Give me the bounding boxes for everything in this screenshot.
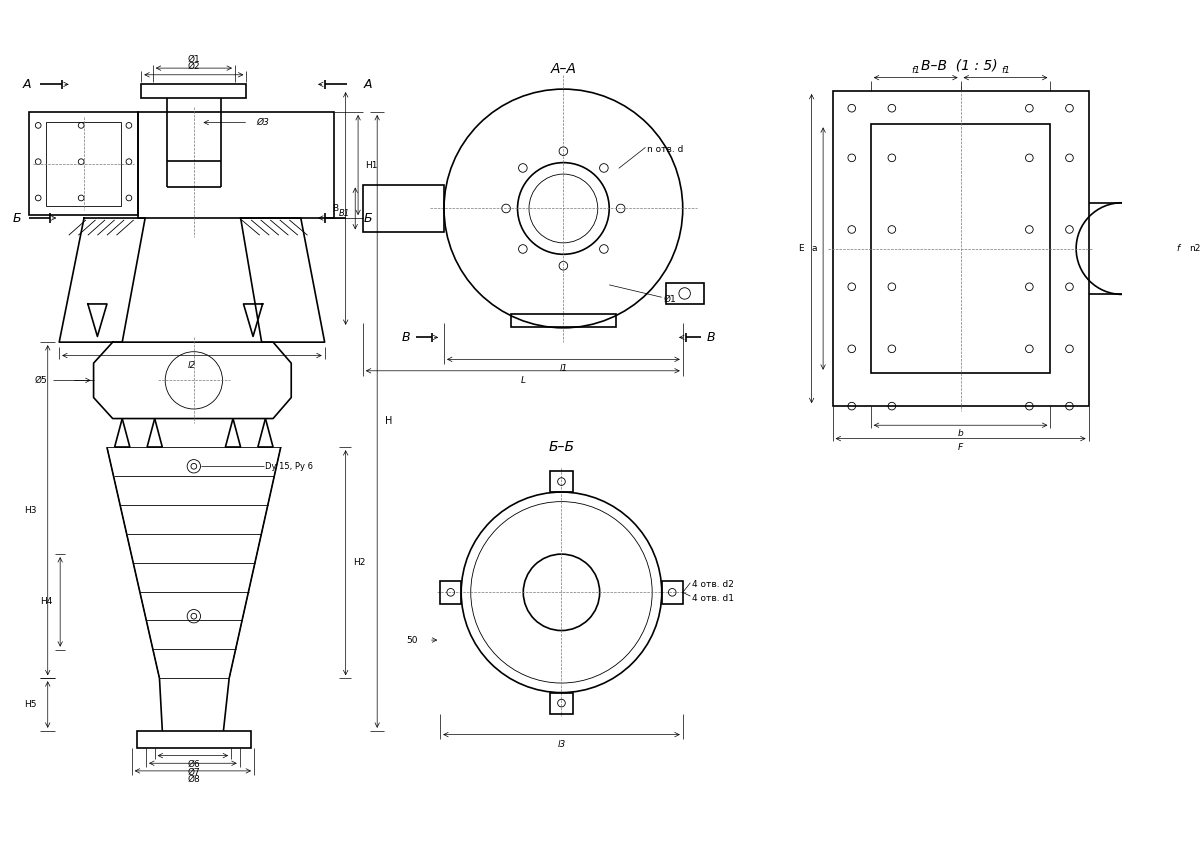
Text: В–В  (1 : 5): В–В (1 : 5) <box>922 58 998 72</box>
Text: F: F <box>958 443 964 452</box>
Text: Ø1: Ø1 <box>187 55 200 64</box>
Text: l1: l1 <box>559 365 568 373</box>
Text: Ø5: Ø5 <box>35 376 48 384</box>
Text: H4: H4 <box>40 598 53 606</box>
Text: Ø8: Ø8 <box>187 775 200 784</box>
Text: Ø2: Ø2 <box>187 62 200 71</box>
Text: А–А: А–А <box>551 62 576 76</box>
Text: n отв. d: n отв. d <box>648 144 684 154</box>
Text: B: B <box>402 331 410 344</box>
Text: H1: H1 <box>365 161 377 169</box>
Text: Ø1: Ø1 <box>664 295 677 304</box>
Text: Ø7: Ø7 <box>187 767 200 777</box>
Text: a: a <box>812 244 817 253</box>
Text: Dy 15, Ру 6: Dy 15, Ру 6 <box>265 462 313 470</box>
Bar <box>511 314 616 327</box>
Text: l2: l2 <box>188 360 196 370</box>
Bar <box>46 121 121 206</box>
Text: f: f <box>1176 244 1180 253</box>
Text: Б: Б <box>13 212 22 224</box>
Bar <box>142 84 246 98</box>
Bar <box>661 580 683 604</box>
Text: Б–Б: Б–Б <box>548 440 575 454</box>
Text: 4 отв. d1: 4 отв. d1 <box>692 593 734 603</box>
Text: f1: f1 <box>911 65 920 75</box>
Text: B: B <box>707 331 715 344</box>
Text: А: А <box>364 78 372 91</box>
Bar <box>137 731 251 748</box>
Bar <box>871 125 1050 372</box>
Bar <box>550 471 572 492</box>
Text: А: А <box>23 78 31 91</box>
Bar <box>138 112 335 218</box>
Bar <box>29 112 138 215</box>
Text: l3: l3 <box>557 740 565 749</box>
Text: 4 отв. d2: 4 отв. d2 <box>692 580 734 589</box>
Bar <box>666 283 703 304</box>
Text: b: b <box>958 429 964 439</box>
Text: B: B <box>332 204 338 213</box>
Text: Ø6: Ø6 <box>187 759 200 769</box>
Text: H2: H2 <box>353 558 366 568</box>
Bar <box>362 185 444 232</box>
Text: Б: Б <box>364 212 372 224</box>
Text: E: E <box>798 244 804 253</box>
Bar <box>440 580 461 604</box>
Text: H5: H5 <box>24 700 36 709</box>
Text: 50: 50 <box>406 636 418 645</box>
Text: n2×t: n2×t <box>1189 244 1200 253</box>
Text: Ø3: Ø3 <box>256 118 269 127</box>
Bar <box>550 692 572 714</box>
Text: H3: H3 <box>24 506 36 514</box>
Bar <box>833 91 1088 406</box>
Text: B1: B1 <box>338 209 349 218</box>
Text: H: H <box>385 416 392 427</box>
Text: L: L <box>521 376 526 384</box>
Text: f1: f1 <box>1001 65 1010 75</box>
